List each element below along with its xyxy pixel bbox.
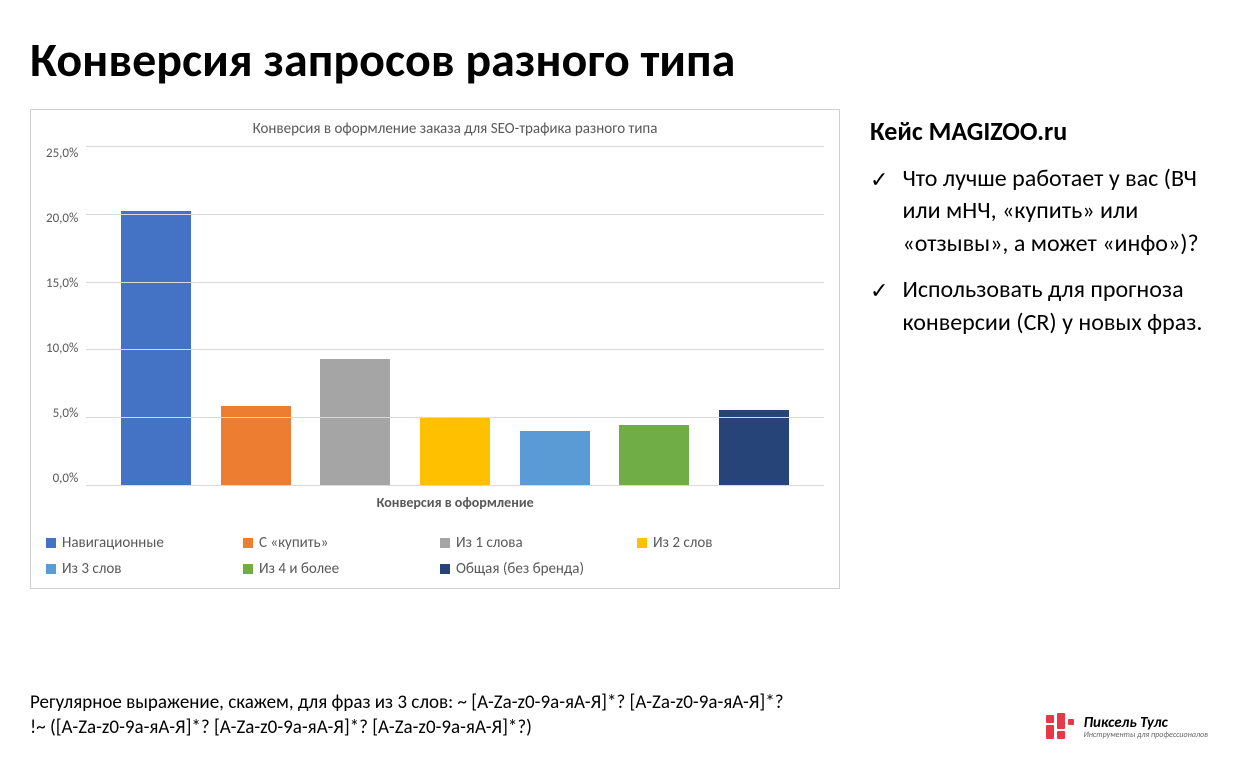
y-tick-label: 25,0% xyxy=(46,146,78,161)
gridline xyxy=(86,146,824,147)
footer: Регулярное выражение, скажем, для фраз и… xyxy=(30,690,1208,741)
bar xyxy=(520,431,590,485)
bullet-text: Что лучше работает у вас (ВЧ или мНЧ, «к… xyxy=(902,163,1208,260)
chart-container: Конверсия в оформление заказа для SEO-тр… xyxy=(30,109,840,589)
x-axis-label: Конверсия в оформление xyxy=(86,494,824,511)
check-icon: ✓ xyxy=(870,276,888,339)
legend-swatch xyxy=(440,538,450,548)
plot-area xyxy=(86,146,824,486)
legend-label: Из 1 слова xyxy=(456,534,523,552)
legend-item: С «купить» xyxy=(243,534,430,552)
bullet-list: ✓Что лучше работает у вас (ВЧ или мНЧ, «… xyxy=(870,163,1208,339)
gridline xyxy=(86,282,824,283)
gridline xyxy=(86,485,824,486)
bar xyxy=(420,417,490,485)
y-tick-label: 10,0% xyxy=(46,341,78,356)
bar xyxy=(121,211,191,485)
y-tick-label: 20,0% xyxy=(46,211,78,226)
right-column: Кейс MAGIZOO.ru ✓Что лучше работает у ва… xyxy=(870,109,1208,589)
bar xyxy=(719,410,789,485)
legend-item: Навигационные xyxy=(46,534,233,552)
logo-icon xyxy=(1044,713,1076,741)
bullet-text: Использовать для прогноза конверсии (CR)… xyxy=(902,274,1208,339)
gridline xyxy=(86,417,824,418)
legend-swatch xyxy=(243,564,253,574)
y-axis: 25,0% 20,0% 15,0% 10,0% 5,0% 0,0% xyxy=(46,146,86,486)
regex-line-1: Регулярное выражение, скажем, для фраз и… xyxy=(30,691,784,714)
bar xyxy=(320,359,390,485)
legend-swatch xyxy=(637,538,647,548)
bullet-item: ✓Использовать для прогноза конверсии (CR… xyxy=(870,274,1208,339)
gridline xyxy=(86,214,824,215)
legend-item: Из 2 слов xyxy=(637,534,824,552)
legend-label: Из 4 и более xyxy=(259,560,339,578)
legend-swatch xyxy=(46,538,56,548)
y-tick-label: 15,0% xyxy=(46,276,78,291)
regex-note: Регулярное выражение, скажем, для фраз и… xyxy=(30,690,784,741)
legend-swatch xyxy=(46,564,56,574)
legend-label: С «купить» xyxy=(259,534,328,552)
regex-line-2: !~ ([A-Za-z0-9а-яА-Я]*? [A-Za-z0-9а-яА-Я… xyxy=(30,716,532,739)
legend-label: Из 2 слов xyxy=(653,534,712,552)
legend-label: Из 3 слов xyxy=(62,560,121,578)
bars-group xyxy=(86,146,824,485)
gridline xyxy=(86,349,824,350)
legend-swatch xyxy=(440,564,450,574)
slide-title: Конверсия запросов разного типа xyxy=(30,30,1208,89)
y-tick-label: 5,0% xyxy=(53,406,79,421)
y-tick-label: 0,0% xyxy=(53,471,79,486)
logo-subtitle: Инструменты для профессионалов xyxy=(1084,731,1208,739)
plot-wrap: Конверсия в оформление xyxy=(86,146,824,516)
legend-item: Из 3 слов xyxy=(46,560,233,578)
logo-name: Пиксель Тулс xyxy=(1084,716,1208,731)
bar xyxy=(619,425,689,485)
legend-item: Из 4 и более xyxy=(243,560,430,578)
check-icon: ✓ xyxy=(870,165,888,260)
legend-swatch xyxy=(243,538,253,548)
chart-title: Конверсия в оформление заказа для SEO-тр… xyxy=(86,120,824,138)
case-title: Кейс MAGIZOO.ru xyxy=(870,115,1208,147)
legend-label: Общая (без бренда) xyxy=(456,560,584,578)
legend-item: Из 1 слова xyxy=(440,534,627,552)
legend-item: Общая (без бренда) xyxy=(440,560,627,578)
main-row: Конверсия в оформление заказа для SEO-тр… xyxy=(30,109,1208,589)
brand-logo: Пиксель Тулс Инструменты для профессиона… xyxy=(1044,713,1208,741)
legend-label: Навигационные xyxy=(62,534,164,552)
chart-legend: Навигационные С «купить» Из 1 слова Из 2 сл… xyxy=(46,534,824,578)
logo-text: Пиксель Тулс Инструменты для профессиона… xyxy=(1084,716,1208,739)
chart-area: 25,0% 20,0% 15,0% 10,0% 5,0% 0,0% Конверсия в… xyxy=(46,146,824,516)
bullet-item: ✓Что лучше работает у вас (ВЧ или мНЧ, «… xyxy=(870,163,1208,260)
